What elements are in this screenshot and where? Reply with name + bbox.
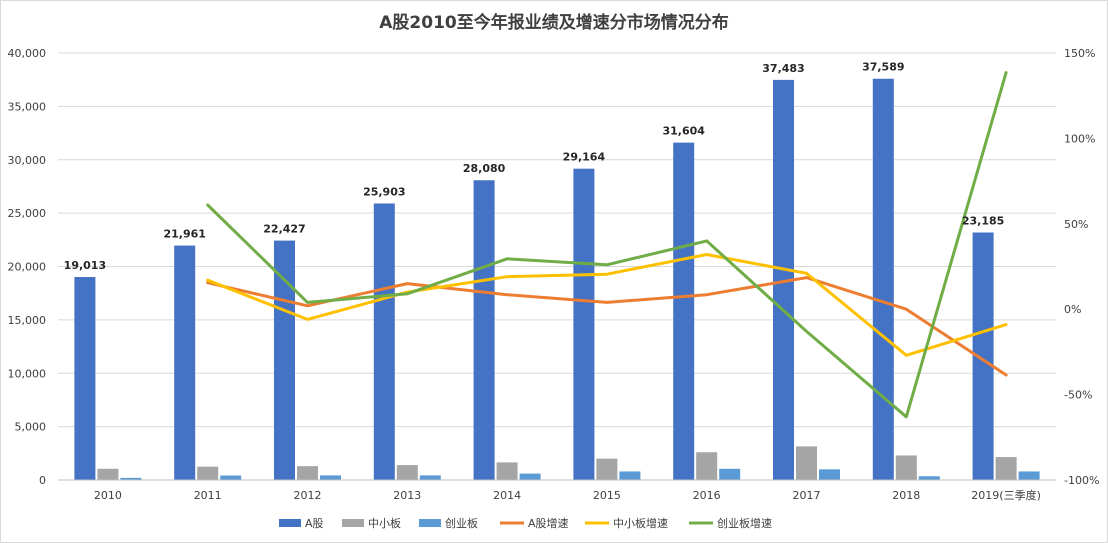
right-axis-tick-label: 0%: [1064, 303, 1081, 316]
bar-data-label: 25,903: [363, 185, 405, 198]
bar-1-1[interactable]: [197, 466, 219, 480]
bar-0-4[interactable]: [473, 180, 495, 480]
bar-2-2[interactable]: [320, 475, 341, 480]
x-axis-tick-label: 2014: [493, 489, 521, 502]
right-axis-tick-label: 50%: [1064, 218, 1088, 231]
lines: [206, 71, 1008, 419]
legend-item-0[interactable]: A股: [279, 517, 324, 530]
right-axis-tick-label: 150%: [1064, 47, 1095, 60]
bar-1-9[interactable]: [995, 457, 1017, 480]
bar-1-2[interactable]: [297, 466, 318, 480]
axes: 0 5,000 10,000 15,000 20,000 25,000 30,000 35,0…: [8, 47, 1100, 502]
legend-item-5[interactable]: 创业板增速: [689, 516, 772, 530]
bar-1-0[interactable]: [97, 468, 119, 480]
bar-0-2[interactable]: [274, 240, 295, 480]
bar-2-0[interactable]: [120, 477, 142, 480]
line-series-2[interactable]: [206, 71, 1008, 419]
left-axis-tick-label: 20,000: [8, 261, 47, 274]
bar-1-8[interactable]: [895, 455, 917, 480]
x-axis-tick-label: 2011: [194, 489, 222, 502]
legend-item-2[interactable]: 创业板: [419, 516, 478, 530]
bar-0-7[interactable]: [773, 79, 794, 481]
bar-0-0[interactable]: [74, 277, 96, 480]
x-axis-tick-label: 2016: [693, 489, 721, 502]
right-axis-tick-label: 100%: [1064, 132, 1095, 145]
bar-data-label: 21,961: [163, 228, 205, 241]
legend-swatch: [419, 519, 441, 527]
bar-2-6[interactable]: [719, 468, 741, 480]
left-axis-tick-label: 15,000: [8, 314, 47, 327]
bar-2-1[interactable]: [220, 475, 242, 480]
bar-data-label: 28,080: [463, 162, 506, 175]
legend-label: 创业板: [445, 516, 478, 530]
x-axis-tick-label: 2018: [892, 489, 920, 502]
legend-item-3[interactable]: A股增速: [500, 516, 569, 530]
x-axis-tick-label: 2019(三季度): [971, 488, 1041, 502]
bar-data-label: 22,427: [263, 223, 305, 236]
bar-0-8[interactable]: [872, 78, 894, 480]
legend-item-4[interactable]: 中小板增速: [585, 516, 668, 530]
bar-0-3[interactable]: [373, 203, 395, 480]
legend-swatch: [342, 519, 364, 527]
left-axis-tick-label: 5,000: [15, 421, 47, 434]
legend-swatch: [279, 519, 301, 527]
right-axis-tick-label: -100%: [1064, 474, 1099, 487]
legend-label: 中小板: [368, 516, 401, 530]
bar-2-8[interactable]: [918, 476, 940, 480]
x-axis-tick-label: 2012: [294, 489, 322, 502]
left-axis-tick-label: 25,000: [8, 207, 47, 220]
bar-data-label: 37,589: [862, 61, 904, 74]
bar-data-label: 37,483: [762, 62, 804, 75]
bar-1-7[interactable]: [796, 446, 817, 480]
bar-1-3[interactable]: [396, 465, 418, 480]
legend-label: A股增速: [528, 516, 569, 530]
right-axis-tick-label: -50%: [1064, 389, 1092, 402]
left-axis-tick-label: 35,000: [8, 100, 47, 113]
x-axis-tick-label: 2015: [593, 489, 621, 502]
bar-0-6[interactable]: [673, 142, 695, 480]
bar-data-label: 23,185: [962, 215, 1004, 228]
bar-2-7[interactable]: [819, 469, 840, 480]
bar-2-4[interactable]: [519, 473, 541, 480]
legend-label: A股: [305, 517, 324, 530]
left-axis-tick-label: 10,000: [8, 367, 47, 380]
bar-0-9[interactable]: [972, 232, 994, 480]
bar-1-6[interactable]: [696, 452, 718, 480]
bar-2-9[interactable]: [1018, 471, 1040, 480]
bar-1-5[interactable]: [596, 458, 618, 480]
bar-data-label: 31,604: [662, 125, 705, 138]
bar-1-4[interactable]: [496, 462, 518, 480]
legend-item-1[interactable]: 中小板: [342, 516, 401, 530]
gridlines: [58, 52, 1056, 428]
left-axis-tick-label: 0: [39, 474, 46, 487]
left-axis-tick-label: 40,000: [8, 47, 47, 60]
legend-label: 中小板增速: [613, 516, 668, 530]
legend[interactable]: A股 中小板 创业板 A股增速 中小板增速 创业板增速: [279, 516, 772, 530]
bar-2-3[interactable]: [419, 475, 441, 480]
bar-0-1[interactable]: [174, 245, 196, 480]
chart-title: A股2010至今年报业绩及增速分市场情况分布: [379, 12, 728, 33]
bar-2-5[interactable]: [619, 471, 641, 480]
data-labels: 19,013 21,961 22,427 25,903 28,080 29,164 31,6…: [64, 61, 1005, 272]
bars: [74, 78, 1040, 481]
line-series-1[interactable]: [206, 253, 1008, 357]
x-axis-tick-label: 2010: [94, 489, 122, 502]
legend-label: 创业板增速: [717, 516, 772, 530]
bar-data-label: 29,164: [563, 151, 606, 164]
bar-data-label: 19,013: [64, 259, 106, 272]
x-axis-tick-label: 2017: [793, 489, 821, 502]
x-axis-tick-label: 2013: [393, 489, 421, 502]
bar-0-5[interactable]: [573, 168, 595, 480]
left-axis-tick-label: 30,000: [8, 154, 47, 167]
